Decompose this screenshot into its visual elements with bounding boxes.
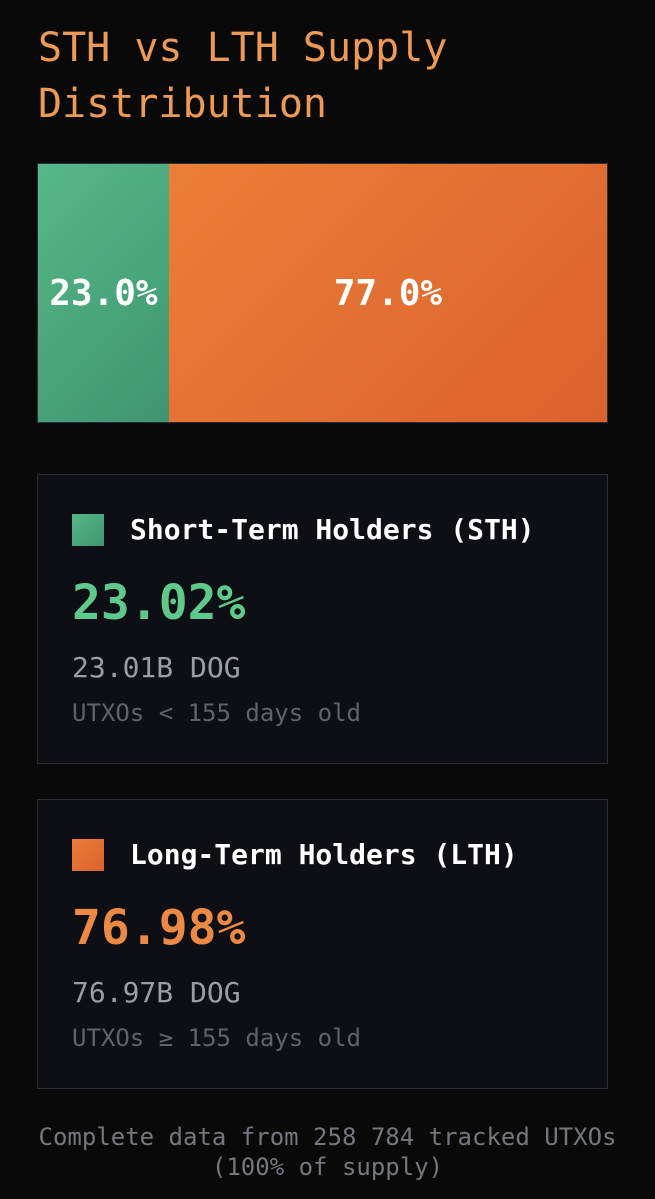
sth-card: Short-Term Holders (STH) 23.02% 23.01B D… bbox=[37, 474, 608, 764]
sth-color-swatch-icon bbox=[72, 513, 104, 546]
lth-card-title: Long-Term Holders (LTH) bbox=[130, 838, 518, 871]
sth-bar-label: 23.0% bbox=[49, 272, 158, 314]
lth-card: Long-Term Holders (LTH) 76.98% 76.97B DO… bbox=[37, 799, 608, 1089]
supply-distribution-bar: 23.0% 77.0% bbox=[37, 163, 608, 423]
footer-note: Complete data from 258 784 tracked UTXOs… bbox=[38, 1123, 617, 1181]
sth-bar-segment: 23.0% bbox=[38, 164, 169, 422]
lth-percent: 76.98% bbox=[72, 900, 246, 956]
sth-card-title: Short-Term Holders (STH) bbox=[130, 513, 535, 546]
lth-bar-segment: 77.0% bbox=[168, 164, 607, 422]
sth-description: UTXOs < 155 days old bbox=[72, 699, 361, 727]
page-title: STH vs LTH Supply Distribution bbox=[38, 25, 448, 127]
lth-description: UTXOs ≥ 155 days old bbox=[72, 1024, 361, 1052]
sth-percent: 23.02% bbox=[72, 575, 246, 631]
lth-amount: 76.97B DOG bbox=[72, 976, 241, 1009]
lth-bar-label: 77.0% bbox=[333, 272, 443, 314]
lth-color-swatch-icon bbox=[72, 838, 104, 871]
sth-amount: 23.01B DOG bbox=[72, 651, 241, 684]
